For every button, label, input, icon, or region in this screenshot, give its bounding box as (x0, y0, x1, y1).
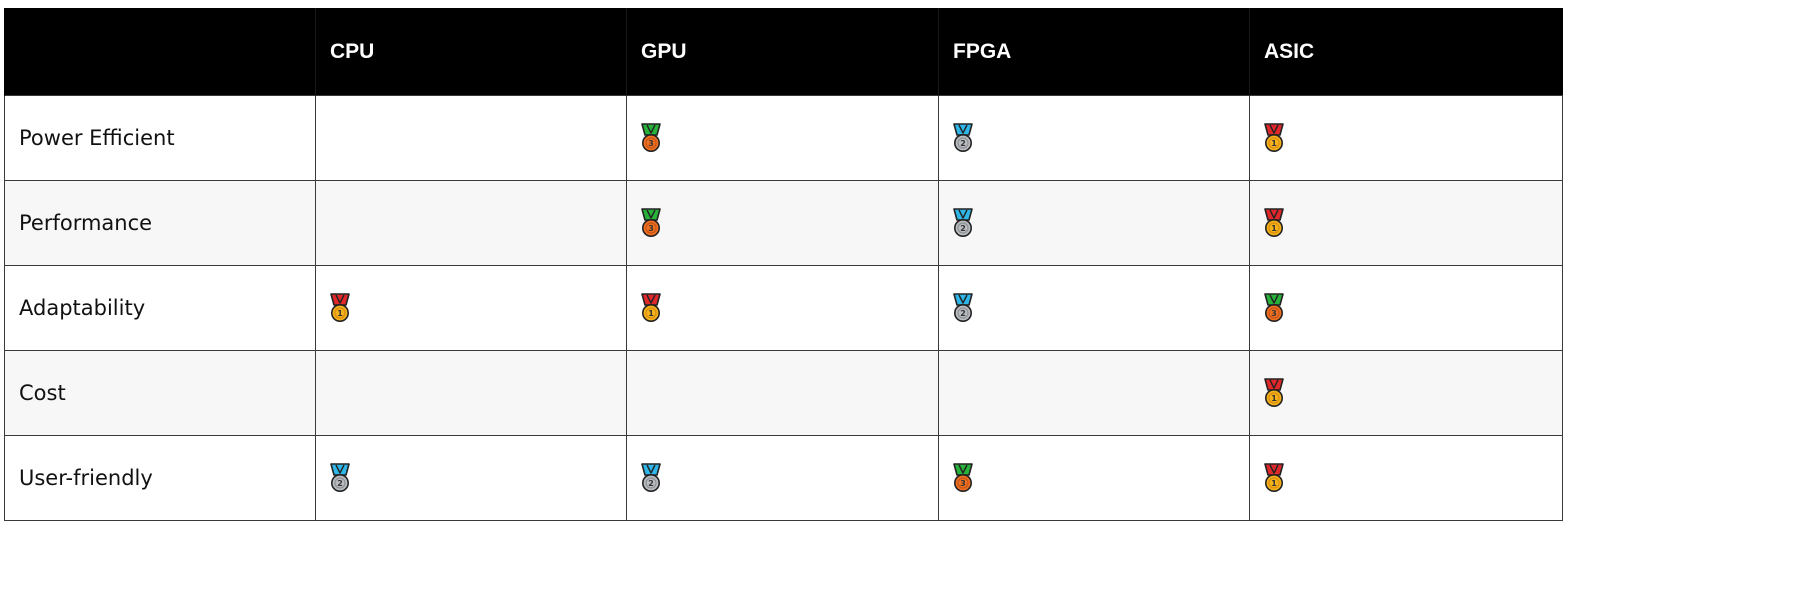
silver-medal-icon: 2 (641, 463, 661, 493)
cell-gpu: 3 (626, 180, 939, 266)
cell-cpu (315, 180, 627, 266)
bronze-medal-icon: 3 (953, 463, 973, 493)
cell-asic: 1 (1249, 350, 1563, 436)
gold-medal-icon: 1 (1264, 208, 1284, 238)
svg-text:3: 3 (1271, 309, 1277, 318)
header-gpu: GPU (626, 8, 939, 96)
cell-gpu: 2 (626, 435, 939, 521)
header-cpu: CPU (315, 8, 627, 96)
svg-text:1: 1 (1271, 224, 1277, 233)
table-row: Adaptability 1 1 2 3 (4, 265, 1563, 351)
silver-medal-icon: 2 (953, 123, 973, 153)
svg-text:1: 1 (1271, 479, 1277, 488)
comparison-table: CPU GPU FPGA ASIC Power Efficient 3 2 1 Perf… (4, 8, 1563, 521)
svg-text:1: 1 (1271, 139, 1277, 148)
gold-medal-icon: 1 (330, 293, 350, 323)
silver-medal-icon: 2 (953, 208, 973, 238)
header-empty-cell (4, 8, 316, 96)
cell-cpu: 1 (315, 265, 627, 351)
svg-text:2: 2 (960, 309, 966, 318)
cell-cpu: 2 (315, 435, 627, 521)
svg-text:1: 1 (648, 309, 654, 318)
cell-fpga: 2 (938, 180, 1250, 266)
table-row: Performance 3 2 1 (4, 180, 1563, 266)
svg-text:2: 2 (337, 479, 343, 488)
cell-asic: 1 (1249, 180, 1563, 266)
table-body: Power Efficient 3 2 1 Performance 3 2 1 Adaptabi… (4, 95, 1563, 521)
bronze-medal-icon: 3 (641, 123, 661, 153)
silver-medal-icon: 2 (953, 293, 973, 323)
table-row: Power Efficient 3 2 1 (4, 95, 1563, 181)
cell-gpu: 1 (626, 265, 939, 351)
gold-medal-icon: 1 (641, 293, 661, 323)
cell-gpu (626, 350, 939, 436)
cell-cpu (315, 95, 627, 181)
silver-medal-icon: 2 (330, 463, 350, 493)
cell-cpu (315, 350, 627, 436)
svg-text:3: 3 (960, 479, 966, 488)
cell-fpga (938, 350, 1250, 436)
header-fpga: FPGA (938, 8, 1250, 96)
cell-asic: 1 (1249, 435, 1563, 521)
svg-text:3: 3 (648, 139, 654, 148)
cell-fpga: 3 (938, 435, 1250, 521)
gold-medal-icon: 1 (1264, 123, 1284, 153)
cell-fpga: 2 (938, 95, 1250, 181)
header-asic: ASIC (1249, 8, 1563, 96)
bronze-medal-icon: 3 (1264, 293, 1284, 323)
row-label: Cost (4, 350, 316, 436)
row-label: Power Efficient (4, 95, 316, 181)
bronze-medal-icon: 3 (641, 208, 661, 238)
svg-text:3: 3 (648, 224, 654, 233)
cell-asic: 3 (1249, 265, 1563, 351)
table-row: Cost 1 (4, 350, 1563, 436)
row-label: Performance (4, 180, 316, 266)
cell-asic: 1 (1249, 95, 1563, 181)
comparison-table-container: CPU GPU FPGA ASIC Power Efficient 3 2 1 Perf… (4, 8, 1563, 521)
row-label: Adaptability (4, 265, 316, 351)
row-label: User-friendly (4, 435, 316, 521)
table-row: User-friendly 2 2 3 1 (4, 435, 1563, 521)
gold-medal-icon: 1 (1264, 463, 1284, 493)
gold-medal-icon: 1 (1264, 378, 1284, 408)
svg-text:1: 1 (1271, 394, 1277, 403)
header-row: CPU GPU FPGA ASIC (4, 8, 1563, 96)
cell-gpu: 3 (626, 95, 939, 181)
svg-text:2: 2 (960, 224, 966, 233)
svg-text:2: 2 (960, 139, 966, 148)
svg-text:2: 2 (648, 479, 654, 488)
cell-fpga: 2 (938, 265, 1250, 351)
svg-text:1: 1 (337, 309, 343, 318)
